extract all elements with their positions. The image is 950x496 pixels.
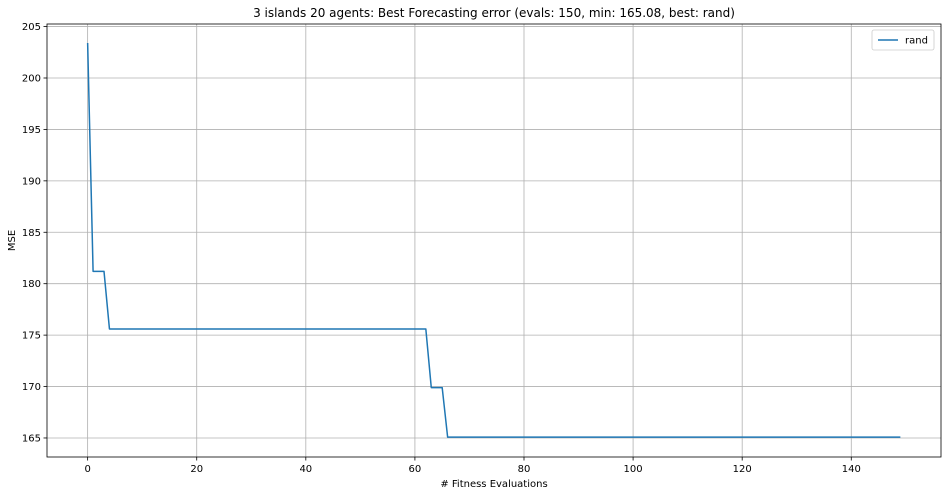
y-tick-label: 175 (22, 331, 41, 342)
series-line-rand (86, 43, 901, 438)
y-axis-label: MSE (7, 230, 18, 251)
y-tick-label: 195 (22, 125, 41, 136)
y-tick-label: 200 (22, 73, 41, 84)
y-tick-label: 190 (22, 176, 41, 187)
y-axis-ticks: 165 170 175 180 185 190 195 200 205 (22, 22, 47, 444)
legend-box (871, 29, 935, 51)
y-tick-label: 185 (22, 228, 41, 239)
x-tick-label: 40 (299, 464, 312, 475)
x-tick-label: 120 (733, 464, 752, 475)
y-tick-label: 180 (22, 279, 41, 290)
grid-lines (47, 24, 941, 457)
x-tick-label: 140 (842, 464, 861, 475)
series-layer (86, 43, 901, 438)
x-tick-label: 60 (409, 464, 422, 475)
x-tick-label: 80 (518, 464, 531, 475)
legend: rand (871, 29, 935, 51)
y-tick-label: 170 (22, 382, 41, 393)
x-axis-ticks: 0 20 40 60 80 100 120 140 (84, 457, 861, 475)
legend-label: rand (905, 36, 928, 47)
x-tick-label: 0 (84, 464, 90, 475)
x-tick-label: 20 (190, 464, 203, 475)
chart-title: 3 islands 20 agents: Best Forecasting er… (253, 6, 735, 20)
x-axis-label: # Fitness Evaluations (440, 479, 547, 490)
plot-frame (46, 23, 942, 458)
y-tick-label: 205 (22, 22, 41, 33)
x-tick-label: 100 (624, 464, 643, 475)
y-tick-label: 165 (22, 433, 41, 444)
